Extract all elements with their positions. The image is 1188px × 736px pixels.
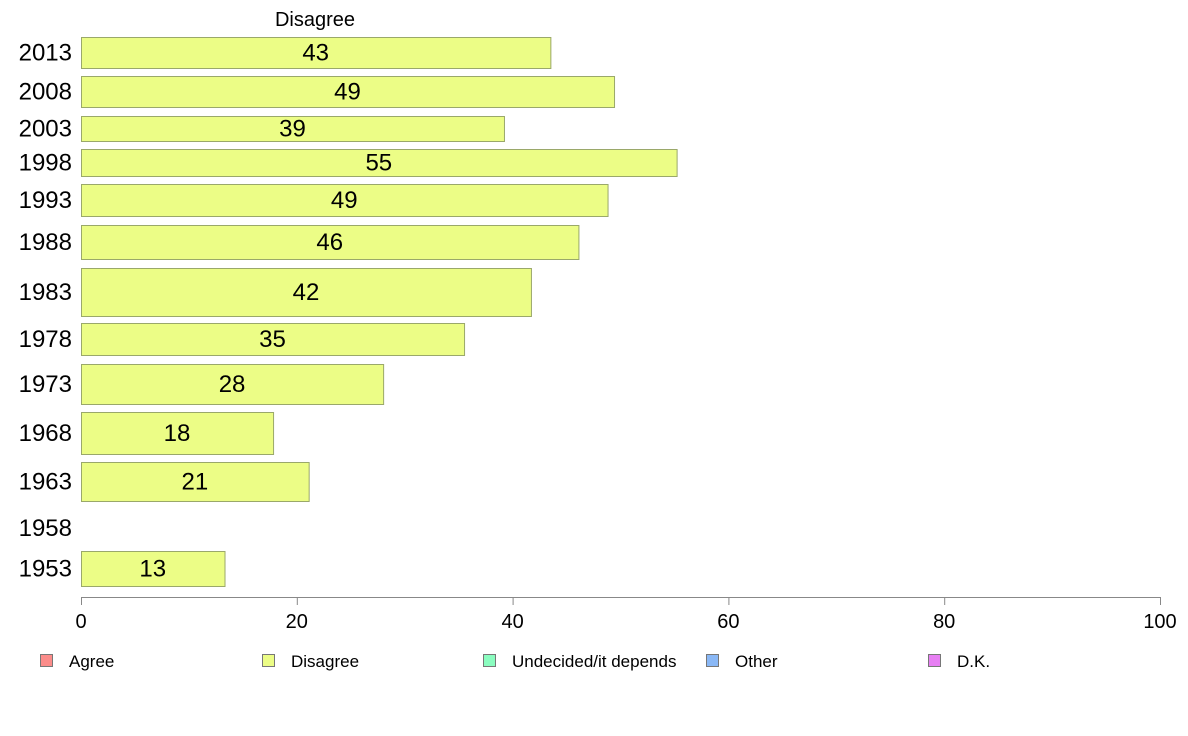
y-tick-label: 1963: [19, 469, 72, 496]
bar-value-label: 13: [139, 556, 166, 583]
bar-value-label: 21: [181, 469, 208, 496]
x-tick-label: 20: [286, 611, 308, 633]
legend-swatch: [483, 654, 496, 667]
legend-swatch: [928, 654, 941, 667]
y-tick-label: 1953: [19, 556, 72, 583]
bar-value-label: 46: [316, 229, 343, 256]
bar-value-label: 28: [219, 371, 246, 398]
bar-value-label: 18: [164, 420, 191, 447]
y-tick-label: 2008: [19, 79, 72, 106]
bar: [81, 76, 616, 108]
bar: [81, 551, 226, 587]
legend-label: Disagree: [291, 652, 359, 671]
legend-swatch: [40, 654, 53, 667]
x-tick-label: 80: [933, 611, 955, 633]
y-tick-label: 1998: [19, 150, 72, 177]
x-tick-label: 0: [75, 611, 86, 633]
bar-value-label: 35: [259, 326, 286, 353]
bar: [81, 149, 678, 177]
bar: [81, 412, 275, 455]
bar: [81, 462, 310, 502]
bar: [81, 37, 552, 69]
legend: Agree Disagree Undecided/it depends Other D.…: [40, 652, 990, 671]
bar-value-label: 49: [331, 187, 358, 214]
y-tick-label: 1993: [19, 187, 72, 214]
y-tick-label: 2013: [19, 40, 72, 67]
x-axis: 0 20 40 60 80 100: [75, 597, 1177, 633]
bar-value-label: 42: [293, 279, 320, 306]
bar-value-label: 43: [302, 40, 329, 67]
legend-label: Undecided/it depends: [512, 652, 676, 671]
bar: [81, 364, 385, 405]
bar: [81, 184, 609, 217]
y-tick-label: 1968: [19, 420, 72, 447]
x-tick-label: 60: [717, 611, 739, 633]
chart-title: Disagree: [275, 9, 355, 31]
y-tick-label: 1973: [19, 371, 72, 398]
legend-swatch: [706, 654, 719, 667]
y-tick-label: 1978: [19, 326, 72, 353]
x-tick-label: 40: [501, 611, 523, 633]
legend-swatch: [262, 654, 275, 667]
bar-value-label: 49: [334, 79, 361, 106]
bar: [81, 323, 466, 356]
y-tick-label: 1983: [19, 279, 72, 306]
y-tick-label: 1988: [19, 229, 72, 256]
legend-label: Agree: [69, 652, 114, 671]
x-tick-label: 100: [1143, 611, 1176, 633]
legend-label: Other: [735, 652, 778, 671]
bars-group: 2013 43 2008 49 2003 39 1998 55 1993 49 1988 46 1983…: [19, 37, 678, 587]
bar-value-label: 39: [279, 116, 306, 143]
bar: [81, 268, 532, 317]
bar-value-label: 55: [365, 150, 392, 177]
y-tick-label: 1958: [19, 515, 72, 542]
y-tick-label: 2003: [19, 116, 72, 143]
bar: [81, 116, 505, 142]
legend-label: D.K.: [957, 652, 990, 671]
bar: [81, 225, 580, 260]
